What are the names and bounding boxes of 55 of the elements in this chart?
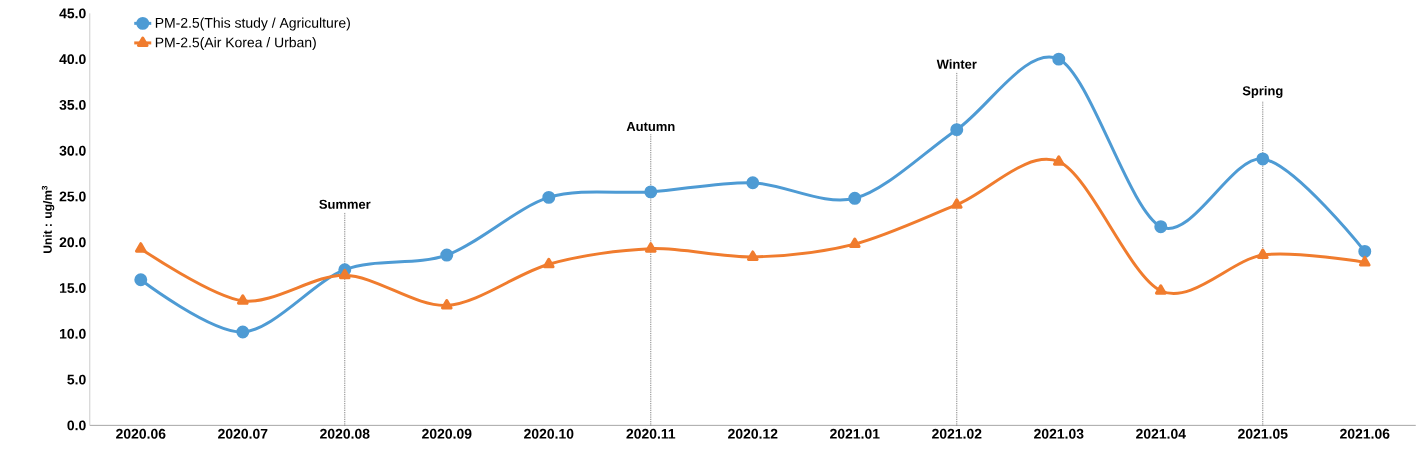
point [848,237,861,249]
y-tick-label: 35.0 [59,99,86,110]
point [848,191,862,205]
ref-line-label: Autumn [626,122,675,132]
y-tick-label: 15.0 [59,283,86,293]
y-tick-label: 10.0 [59,328,86,339]
point [440,248,454,262]
y-tick-label: 25.0 [59,191,86,202]
x-tick-label: 2020.11 [626,428,676,439]
point [1154,220,1168,234]
point [1052,155,1065,166]
y-tick-label: 5.0 [67,374,86,385]
y-axis-title: Unit : ug/m$^{3}$ [41,185,55,253]
x-tick-label: 2021.02 [932,428,982,439]
x-tick-label: 2020.12 [728,428,778,439]
y-tick-label: 40.0 [59,54,86,65]
point [134,242,147,253]
point [746,250,759,261]
point [542,257,555,269]
point [1256,248,1269,260]
point [1358,244,1372,258]
point [1052,52,1066,66]
point [950,198,963,209]
legend-label: PM-2.5(This study / Agriculture) [155,17,350,31]
x-tick-label: 2021.03 [1034,428,1084,439]
point [1154,284,1167,295]
ref-line-label: Winter [936,59,977,69]
x-tick-label: 2021.04 [1136,428,1186,439]
x-tick-label: 2020.08 [320,428,370,439]
x-tick-label: 2021.01 [830,428,880,439]
x-tick-label: 2020.09 [422,428,472,439]
point [440,298,453,310]
point [338,268,351,280]
y-tick-label: 45.0 [59,8,86,19]
point [1358,255,1371,267]
x-tick-label: 2020.10 [524,428,574,439]
ref-line-label: Summer [319,199,371,209]
y-tick-label: 20.0 [59,237,86,248]
point [236,294,249,305]
point [746,176,760,190]
point [542,190,556,204]
point [950,123,964,137]
point [1256,152,1270,166]
point [644,185,658,199]
legend-label: PM-2.5(Air Korea / Urban) [155,37,316,51]
x-tick-label: 2020.07 [218,428,268,439]
point [236,325,250,339]
y-tick-label: 30.0 [59,145,86,156]
point [644,242,657,253]
x-tick-label: 2021.05 [1238,428,1288,439]
ref-line-label: Spring [1242,85,1283,99]
y-tick-label: 0.0 [67,420,86,431]
x-tick-label: 2021.06 [1340,428,1390,439]
point [134,273,148,287]
x-tick-label: 2020.06 [116,428,166,439]
